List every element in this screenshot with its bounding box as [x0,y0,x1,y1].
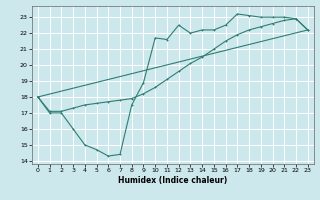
X-axis label: Humidex (Indice chaleur): Humidex (Indice chaleur) [118,176,228,185]
